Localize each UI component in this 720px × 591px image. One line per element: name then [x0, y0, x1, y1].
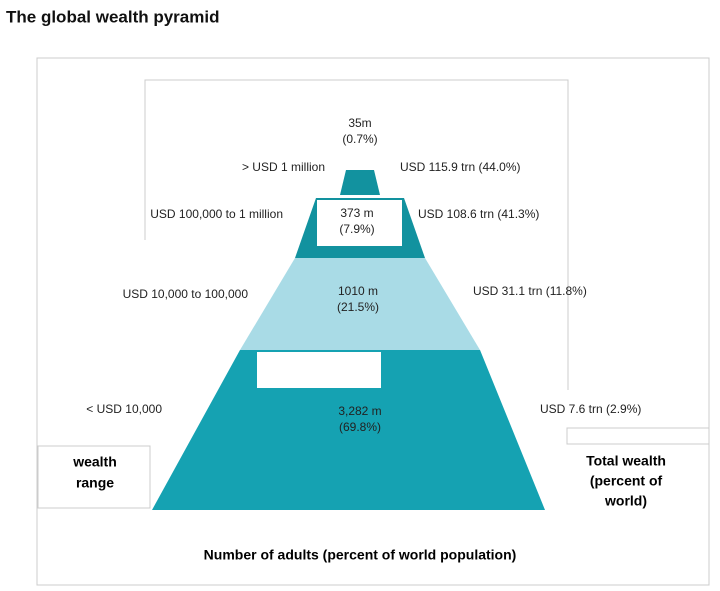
label-box [37, 445, 151, 509]
range: USD 100,000 to 1 million [150, 207, 283, 221]
wealth: USD 31.1 trn (11.8%) [473, 284, 587, 298]
tier-3 [240, 258, 480, 350]
wealth: USD 115.9 trn (44.0%) [400, 160, 521, 174]
share: (7.9%) [339, 222, 374, 236]
frame [36, 57, 710, 586]
tier-1 [340, 170, 380, 195]
share: (69.8%) [339, 420, 381, 434]
adults: 35m [348, 116, 371, 130]
left-label: wealth [72, 454, 117, 470]
label-box [566, 427, 710, 445]
connector [144, 79, 569, 390]
title: The global wealth pyramid [6, 7, 219, 26]
share: (0.7%) [342, 132, 377, 146]
adults: 3,282 m [338, 404, 381, 418]
wealth: USD 7.6 trn (2.9%) [540, 402, 641, 416]
range: USD 10,000 to 100,000 [123, 287, 249, 301]
left-label: range [76, 475, 114, 491]
share: (21.5%) [337, 300, 379, 314]
label-box [257, 352, 381, 388]
range: > USD 1 million [242, 160, 325, 174]
label-box [317, 200, 402, 246]
tier-4 [152, 350, 545, 510]
wealth: USD 108.6 trn (41.3%) [418, 207, 539, 221]
adults: 373 m [340, 206, 373, 220]
range: < USD 10,000 [86, 402, 162, 416]
adults: 1010 m [338, 284, 378, 298]
right-label: Total wealth [586, 453, 666, 469]
right-label: world) [604, 493, 647, 509]
right-label: (percent of [590, 473, 663, 489]
bottom-label: Number of adults (percent of world popul… [204, 547, 517, 563]
